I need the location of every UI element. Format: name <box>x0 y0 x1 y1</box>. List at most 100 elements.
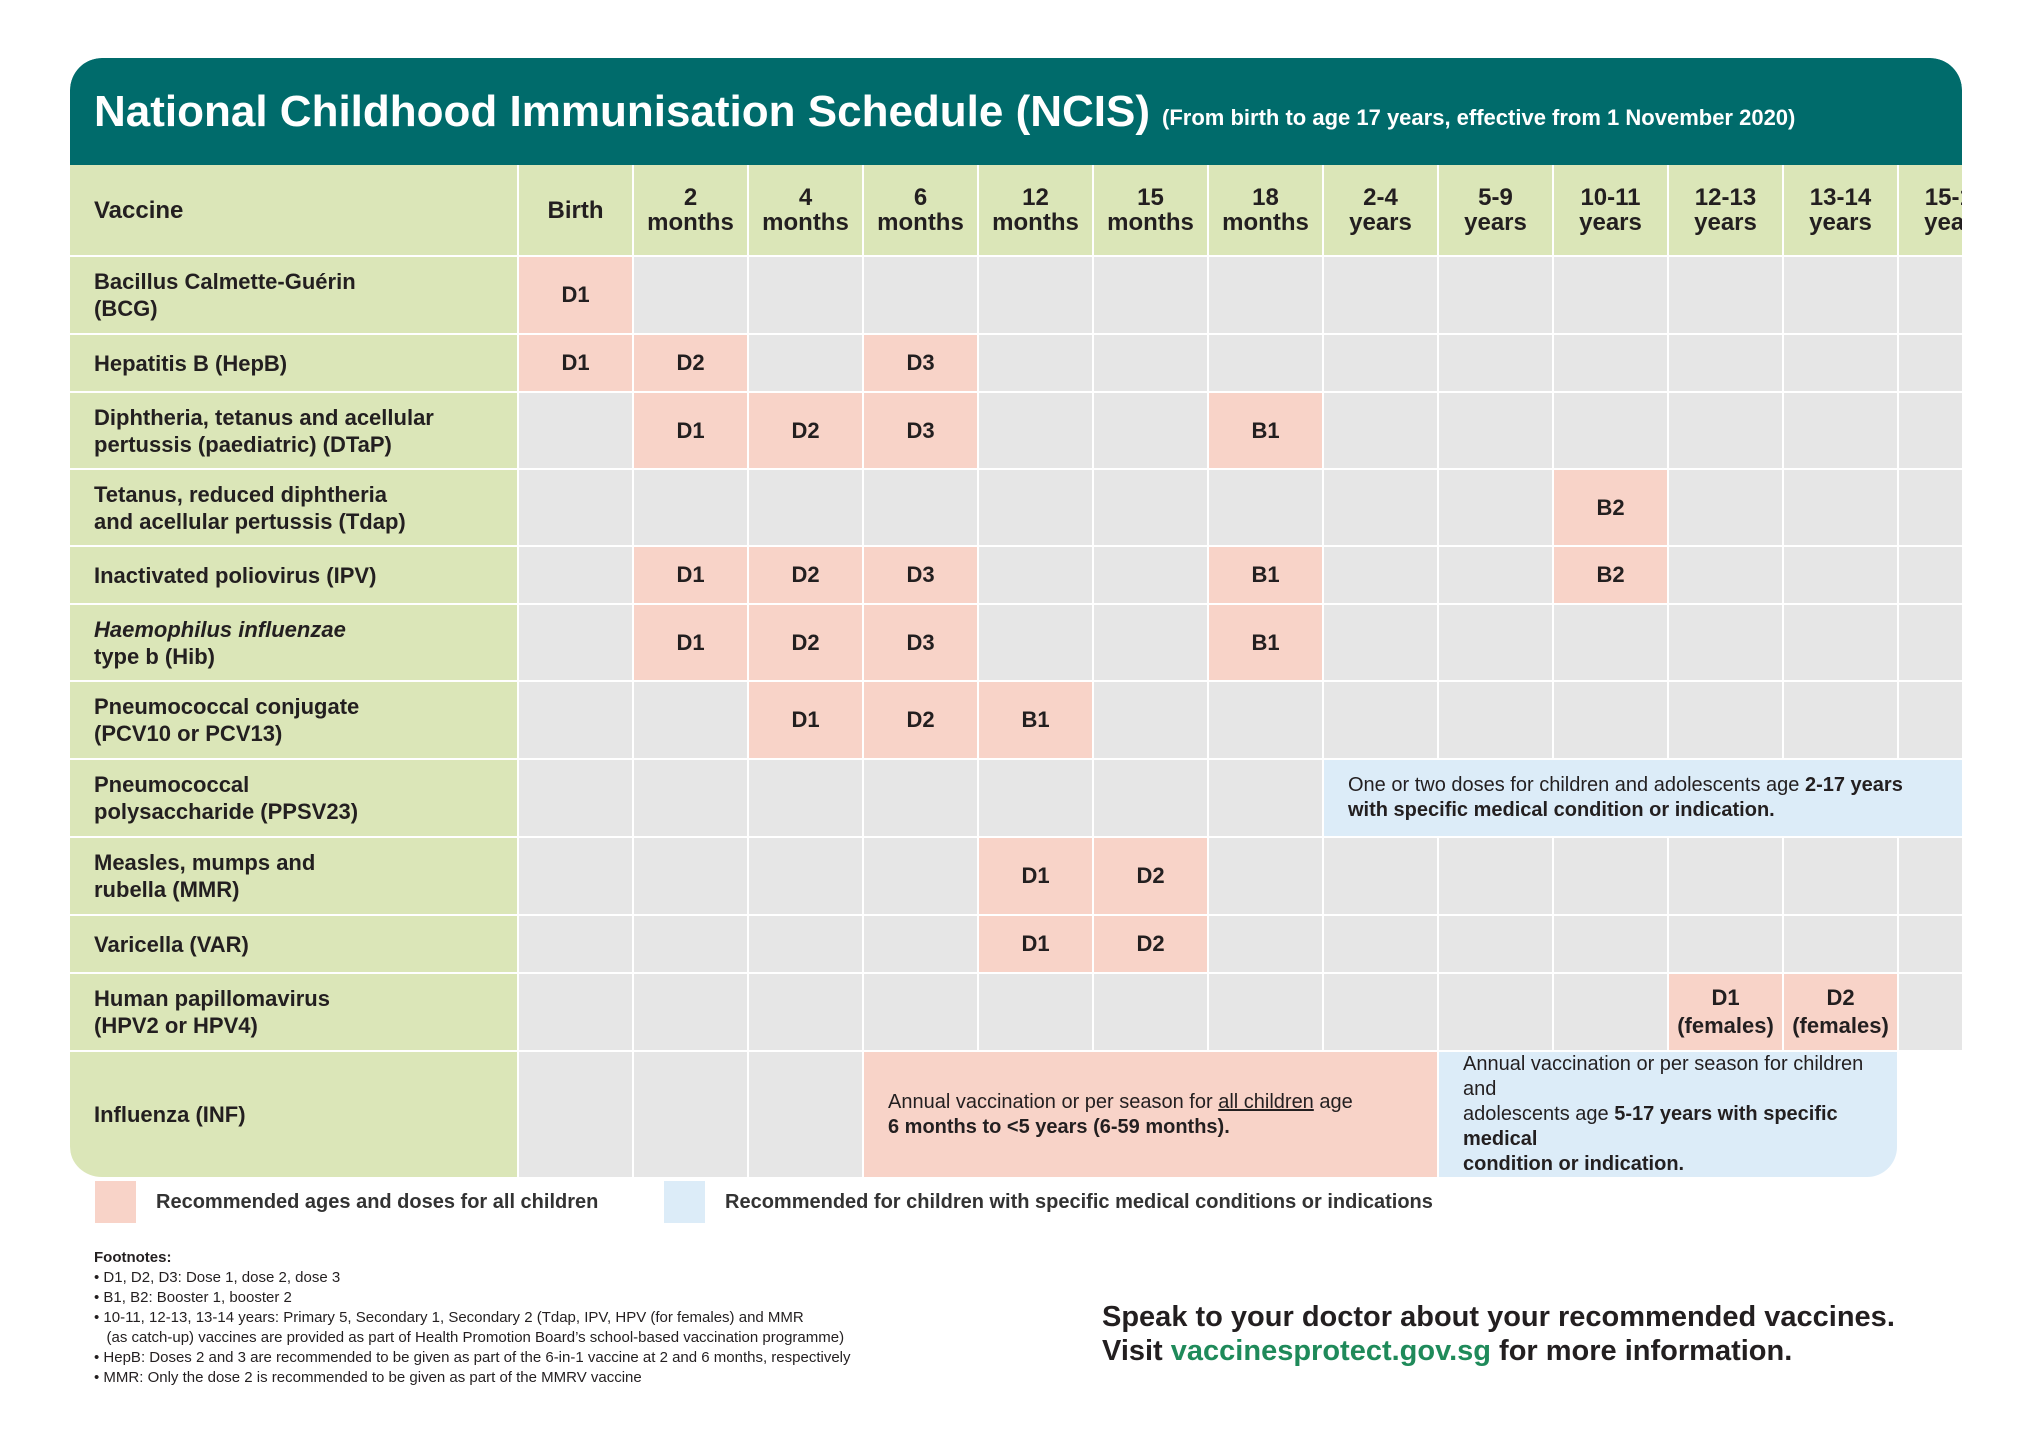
header-row: Vaccine Birth 2 months 4 months 6 months 12 m… <box>70 165 1962 257</box>
empty-cell <box>1669 838 1784 916</box>
note-text: Annual vaccination or per season for <box>888 1090 1219 1113</box>
dose-cell: D2 <box>749 605 864 682</box>
empty-cell <box>1784 335 1899 393</box>
footnote: • B1, B2: Booster 1, booster 2 <box>94 1289 292 1306</box>
schedule-table: Vaccine Birth 2 months 4 months 6 months 12 m… <box>70 165 1962 1179</box>
vaccine-name: Pneumococcal polysaccharide (PPSV23) <box>70 760 519 838</box>
footnote: • MMR: Only the dose 2 is recommended to… <box>94 1369 642 1386</box>
empty-cell <box>749 470 864 547</box>
empty-cell <box>749 916 864 974</box>
empty-cell <box>1094 393 1209 470</box>
empty-cell <box>749 838 864 916</box>
dose-text: D3 <box>906 350 935 375</box>
empty-cell <box>1899 605 1962 682</box>
dose-cell: D1 <box>519 335 634 393</box>
legend-swatch <box>664 1181 705 1223</box>
empty-cell <box>1784 470 1899 547</box>
column-header: 2-4 years <box>1324 165 1439 257</box>
empty-cell <box>1784 682 1899 760</box>
dose-text: D2 <box>1136 931 1165 956</box>
empty-cell <box>1554 974 1669 1052</box>
vaccine-name: Human papillomavirus (HPV2 or HPV4) <box>70 974 519 1052</box>
vaccine-row: Pneumococcal conjugate (PCV10 or PCV13) D… <box>70 682 1962 760</box>
dose-cell: D2 <box>864 682 979 760</box>
text: for more information. <box>1490 1335 1793 1367</box>
dose-text: B1 <box>1251 629 1280 655</box>
empty-cell <box>1439 974 1554 1052</box>
dose-text: D2 <box>906 707 935 732</box>
empty-cell <box>1209 257 1324 335</box>
dose-cell: D2 (females) <box>1784 974 1899 1052</box>
dose-text: D1 <box>676 629 705 655</box>
empty-cell <box>864 257 979 335</box>
column-header: Birth <box>519 165 634 257</box>
empty-cell <box>749 974 864 1052</box>
empty-cell <box>1554 393 1669 470</box>
vaccine-name: Bacillus Calmette-Guérin (BCG) <box>70 257 519 335</box>
empty-cell <box>1784 257 1899 335</box>
empty-cell <box>1209 470 1324 547</box>
vaccine-row: Varicella (VAR) D1 D2 <box>70 916 1962 974</box>
website-link[interactable]: vaccinesprotect.gov.sg <box>1170 1335 1491 1367</box>
dose-cell: D1 <box>634 605 749 682</box>
empty-cell <box>1554 335 1669 393</box>
column-header-text: Birth <box>547 196 604 224</box>
empty-cell <box>634 682 749 760</box>
column-header: 4 months <box>749 165 864 257</box>
dose-text: D1 <box>676 562 705 587</box>
empty-cell <box>864 760 979 838</box>
vaccine-name-text: type b (Hib) <box>94 643 215 669</box>
legend-swatch <box>95 1181 136 1223</box>
vaccine-name-text: Pneumococcal polysaccharide (PPSV23) <box>94 772 359 824</box>
schedule-card: National Childhood Immunisation Schedule… <box>70 58 1962 1179</box>
dose-text: D2 <box>791 629 820 655</box>
footnote: • D1, D2, D3: Dose 1, dose 2, dose 3 <box>94 1269 341 1286</box>
legend-text: Recommended ages and doses for all child… <box>156 1190 599 1213</box>
empty-cell <box>1439 257 1554 335</box>
legend-item: Recommended for children with specific m… <box>664 1181 1433 1223</box>
empty-cell <box>979 257 1094 335</box>
empty-cell <box>1899 335 1962 393</box>
empty-cell <box>1094 547 1209 605</box>
empty-cell <box>1439 916 1554 974</box>
note-cell: One or two doses for children and adoles… <box>1324 760 1962 838</box>
column-header-text: 18 months <box>1222 184 1309 236</box>
empty-cell <box>634 470 749 547</box>
dose-cell: D1 <box>979 916 1094 974</box>
empty-cell <box>1439 547 1554 605</box>
dose-cell: D1 <box>634 393 749 470</box>
empty-cell <box>979 974 1094 1052</box>
vaccine-row: Diphtheria, tetanus and acellular pertus… <box>70 393 1962 470</box>
empty-cell <box>1209 760 1324 838</box>
empty-cell <box>1324 682 1439 760</box>
note-text: 5-17 years with specific medical conditi… <box>1463 1103 1838 1175</box>
vaccine-row: Pneumococcal polysaccharide (PPSV23) One … <box>70 760 1962 838</box>
empty-cell <box>1094 682 1209 760</box>
column-header-text: 15-17 years <box>1924 184 1962 236</box>
dose-cell: D3 <box>864 605 979 682</box>
empty-cell <box>1669 335 1784 393</box>
empty-cell <box>1784 547 1899 605</box>
vaccine-name-text: Bacillus Calmette-Guérin (BCG) <box>94 269 356 321</box>
empty-cell <box>1899 393 1962 470</box>
dose-cell: D1 <box>519 257 634 335</box>
dose-text: B2 <box>1596 562 1625 587</box>
footnote: • 10-11, 12-13, 13-14 years: Primary 5, … <box>94 1309 845 1346</box>
empty-cell <box>864 838 979 916</box>
empty-cell <box>864 470 979 547</box>
empty-cell <box>1324 547 1439 605</box>
empty-cell <box>979 393 1094 470</box>
empty-cell <box>979 470 1094 547</box>
empty-cell <box>864 974 979 1052</box>
dose-cell: D1 <box>749 682 864 760</box>
empty-cell <box>519 393 634 470</box>
column-header-text: 5-9 years <box>1464 184 1527 236</box>
dose-text: D2 <box>791 562 820 587</box>
dose-cell: B2 <box>1554 547 1669 605</box>
empty-cell <box>979 547 1094 605</box>
dose-text: D1 <box>1021 931 1050 956</box>
vaccine-name-text: Human papillomavirus (HPV2 or HPV4) <box>94 986 330 1038</box>
empty-cell <box>1554 838 1669 916</box>
note-text: age <box>1319 1090 1353 1113</box>
empty-cell <box>1899 547 1962 605</box>
